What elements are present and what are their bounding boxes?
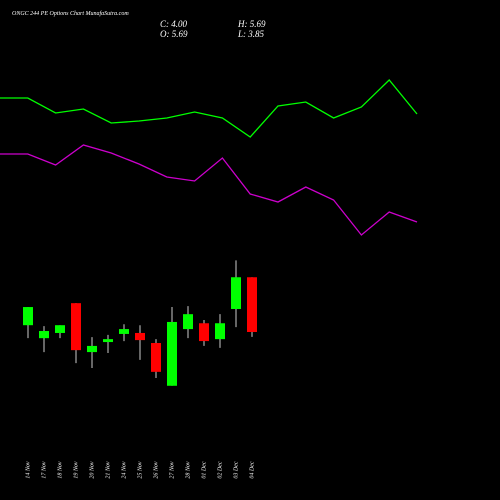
x-tick-label: 21 Nov — [105, 461, 111, 479]
candle-body — [231, 277, 241, 309]
x-tick-label: 14 Nov — [24, 461, 31, 479]
candle-body — [199, 323, 209, 342]
candle-body — [23, 307, 33, 326]
summary-low: L: 3.85 — [237, 29, 265, 39]
candle-body — [55, 325, 65, 333]
x-tick-label: 28 Nov — [185, 461, 191, 479]
x-tick-label: 01 Dec — [201, 461, 207, 478]
x-tick-label: 26 Nov — [153, 461, 159, 479]
x-tick-label: 27 Nov — [169, 461, 175, 479]
candle-body — [167, 321, 177, 386]
x-tick-label: 25 Nov — [137, 461, 143, 479]
candle-body — [71, 303, 81, 351]
summary-close: C: 4.00 — [160, 19, 188, 29]
x-tick-label: 04 Dec — [248, 461, 255, 478]
candle-body — [39, 331, 49, 339]
candle-body — [247, 277, 257, 332]
x-tick-label: 02 Dec — [217, 461, 223, 478]
candle-body — [151, 343, 161, 372]
candle-body — [135, 332, 145, 341]
x-tick-label: 20 Nov — [89, 461, 95, 479]
line-series — [0, 144, 418, 236]
x-tick-label: 18 Nov — [57, 461, 63, 479]
line-series — [0, 79, 418, 138]
x-tick-label: 03 Dec — [233, 461, 239, 478]
candle-body — [119, 329, 129, 334]
chart-title: ONGC 244 PE Options Chart MunafaSutra.co… — [12, 10, 129, 17]
candle-body — [215, 323, 225, 340]
candle-body — [103, 339, 113, 343]
x-tick-label: 19 Nov — [73, 461, 79, 479]
x-tick-label: 17 Nov — [41, 461, 47, 479]
x-tick-label: 24 Nov — [120, 461, 127, 479]
summary-high: H: 5.69 — [237, 19, 266, 29]
candle-body — [87, 345, 97, 353]
summary-open: O: 5.69 — [160, 29, 188, 39]
candle-body — [183, 314, 193, 330]
